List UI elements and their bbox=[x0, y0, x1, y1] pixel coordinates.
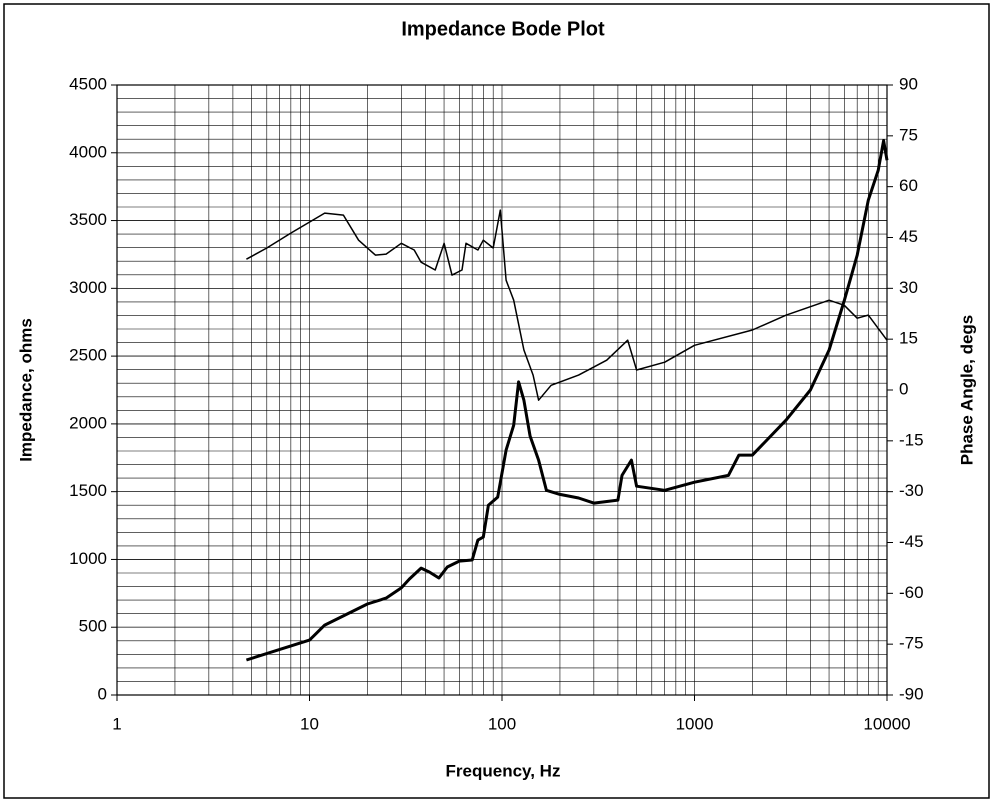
y2-tick-label: 45 bbox=[899, 227, 918, 246]
y2-tick-label: -60 bbox=[899, 583, 924, 602]
chart-border bbox=[3, 3, 990, 799]
y-tick-label: 1500 bbox=[69, 481, 107, 500]
series-line bbox=[245, 139, 889, 662]
y-tick-label: 500 bbox=[79, 617, 107, 636]
x-axis-label: Frequency, Hz bbox=[446, 761, 561, 780]
y2-tick-label: 60 bbox=[899, 176, 918, 195]
y-tick-label: 2500 bbox=[69, 346, 107, 365]
y-tick-label: 3000 bbox=[69, 278, 107, 297]
y-tick-label: 3500 bbox=[69, 210, 107, 229]
y-tick-label: 4500 bbox=[69, 74, 107, 93]
y2-axis-label: Phase Angle, degs bbox=[957, 315, 976, 466]
y-tick-label: 2000 bbox=[69, 413, 107, 432]
y2-tick-label: 30 bbox=[899, 278, 918, 297]
x-tick-label: 10000 bbox=[863, 714, 910, 733]
y2-tick-label: -15 bbox=[899, 430, 924, 449]
x-tick-label: 100 bbox=[488, 714, 516, 733]
y2-tick-label: 0 bbox=[899, 379, 908, 398]
series-line bbox=[246, 209, 888, 401]
y2-tick-label: -45 bbox=[899, 532, 924, 551]
x-tick-label: 10 bbox=[300, 714, 319, 733]
y-tick-label: 1000 bbox=[69, 549, 107, 568]
plot-frame bbox=[116, 84, 888, 696]
y2-tick-label: -30 bbox=[899, 481, 924, 500]
y2-tick-label: 75 bbox=[899, 125, 918, 144]
y2-tick-label: 15 bbox=[899, 329, 918, 348]
chart-title: Impedance Bode Plot bbox=[401, 18, 605, 40]
y-axis-label: Impedance, ohms bbox=[16, 318, 35, 462]
y2-tick-label: -90 bbox=[899, 684, 924, 703]
y2-tick-label: 90 bbox=[899, 74, 918, 93]
y-tick-label: 4000 bbox=[69, 142, 107, 161]
y2-tick-label: -75 bbox=[899, 634, 924, 653]
x-tick-label: 1 bbox=[112, 714, 121, 733]
y-tick-label: 0 bbox=[98, 684, 107, 703]
x-tick-label: 1000 bbox=[676, 714, 714, 733]
